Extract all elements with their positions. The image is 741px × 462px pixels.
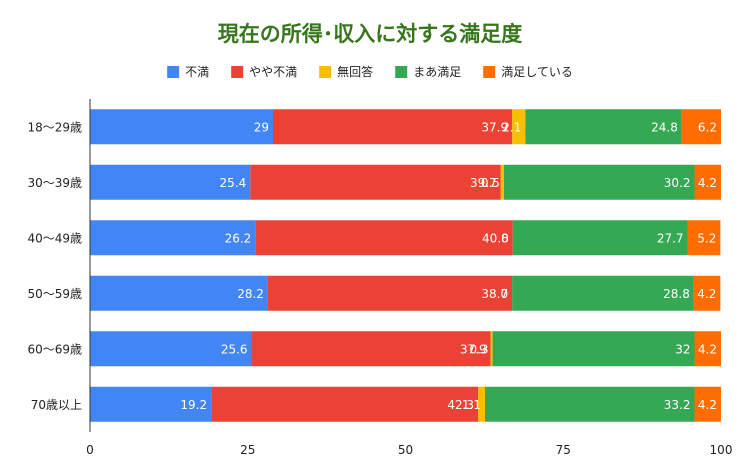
chart-title: 現在の所得･収入に対する満足度 xyxy=(218,22,523,46)
bar-segment xyxy=(90,275,268,311)
data-label: 29 xyxy=(254,120,269,134)
legend-label: 無回答 xyxy=(337,64,373,79)
category-label: 40～49歳 xyxy=(27,231,82,245)
data-label: 4.2 xyxy=(698,342,717,356)
bar-segment xyxy=(90,109,273,145)
data-label: 19.2 xyxy=(180,398,207,412)
bar-segment xyxy=(694,331,721,367)
data-label: 0.3 xyxy=(469,342,488,356)
bar-segment xyxy=(503,164,695,200)
bar-segment xyxy=(500,164,504,200)
bar-segment xyxy=(694,164,721,200)
legend-swatch xyxy=(231,66,244,78)
data-label: 30.2 xyxy=(664,176,691,190)
bar-segment xyxy=(211,386,479,422)
legend-swatch xyxy=(319,66,332,78)
legend-label: 不満 xyxy=(185,65,209,79)
data-label: 38.7 xyxy=(481,287,508,301)
data-label: 5.2 xyxy=(697,231,716,245)
data-label: 4.2 xyxy=(698,176,717,190)
data-label: 27.7 xyxy=(657,231,684,245)
bar-segment xyxy=(478,386,486,422)
x-tick-label: 0 xyxy=(86,443,94,457)
bar-segment xyxy=(512,109,526,145)
data-label: 26.2 xyxy=(225,231,252,245)
data-label: 24.8 xyxy=(651,120,678,134)
bar-segment xyxy=(490,331,493,367)
data-label: 37.9 xyxy=(481,120,508,134)
category-label: 30～39歳 xyxy=(27,176,82,190)
bar-segment xyxy=(512,220,688,256)
legend-item: 不満 xyxy=(167,65,209,79)
bar-segment xyxy=(485,386,695,422)
legend-swatch xyxy=(167,66,180,78)
data-label: 33.2 xyxy=(664,398,691,412)
category-label: 50～59歳 xyxy=(27,287,82,301)
axes: 0 25 50 75 100 xyxy=(86,99,732,457)
data-label: 1.1 xyxy=(462,398,481,412)
data-label: 37.9 xyxy=(460,342,487,356)
category-label: 70歳以上 xyxy=(31,398,82,412)
x-tick-label: 75 xyxy=(556,443,571,457)
bar-segment xyxy=(255,220,513,256)
bar-segment xyxy=(512,275,694,311)
data-label: 32 xyxy=(675,342,690,356)
data-label: 39.7 xyxy=(470,176,497,190)
data-label: 4.2 xyxy=(697,287,716,301)
data-label: 42.3 xyxy=(447,398,474,412)
data-label: 4.2 xyxy=(698,398,717,412)
data-label: 0 xyxy=(500,287,508,301)
legend-item: 無回答 xyxy=(319,64,373,79)
legend: 不満 やや不満 無回答 まあ満足 満足している xyxy=(167,64,573,79)
legend-label: 満足している xyxy=(501,65,573,79)
legend-swatch xyxy=(395,66,408,78)
bar-segment xyxy=(90,220,256,256)
bar-segment xyxy=(525,109,682,145)
bar-segment xyxy=(681,109,721,145)
legend-item: やや不満 xyxy=(231,65,297,79)
bar-segment xyxy=(492,331,695,367)
x-tick-label: 50 xyxy=(398,443,413,457)
legend-swatch xyxy=(483,66,496,78)
data-label: 25.6 xyxy=(221,342,248,356)
data-label: 2.1 xyxy=(502,120,521,134)
data-label: 25.4 xyxy=(220,176,247,190)
bar-segment xyxy=(693,275,721,311)
bar-segment xyxy=(90,164,251,200)
legend-label: やや不満 xyxy=(249,65,297,79)
bar-segment xyxy=(250,164,501,200)
data-label: 28.2 xyxy=(237,287,264,301)
bar-segment xyxy=(90,386,212,422)
bar-segment xyxy=(251,331,491,367)
legend-label: まあ満足 xyxy=(413,65,461,79)
legend-item: 満足している xyxy=(483,65,573,79)
x-tick-label: 100 xyxy=(710,443,733,457)
bar-segment xyxy=(267,275,513,311)
data-label: 6.2 xyxy=(698,120,717,134)
data-label: 0 xyxy=(501,231,509,245)
x-tick-label: 25 xyxy=(240,443,255,457)
bar-segment xyxy=(694,386,721,422)
bar-segment xyxy=(272,109,513,145)
bar-row: 25.4 39.70.5 30.2 4.2 30～39歳 xyxy=(27,164,721,200)
bar-row: 19.2 42.31.1 33.2 4.2 70歳以上 xyxy=(31,386,721,422)
data-label: 40.8 xyxy=(482,231,509,245)
category-label: 60～69歳 xyxy=(27,342,82,356)
bar-segment xyxy=(687,220,721,256)
bar-row: 29 37.92.1 24.8 6.2 18～29歳 xyxy=(27,109,721,145)
category-label: 18～29歳 xyxy=(27,120,82,134)
data-label: 0.5 xyxy=(481,176,500,190)
bar-row: 26.2 40.80 27.7 5.2 40～49歳 xyxy=(27,220,721,256)
bar-row: 28.2 38.70 28.8 4.2 50～59歳 xyxy=(27,275,721,311)
bar-segment xyxy=(90,331,252,367)
legend-item: まあ満足 xyxy=(395,65,461,79)
data-label: 28.8 xyxy=(663,287,690,301)
bar-row: 25.6 37.90.3 32 4.2 60～69歳 xyxy=(27,331,721,367)
